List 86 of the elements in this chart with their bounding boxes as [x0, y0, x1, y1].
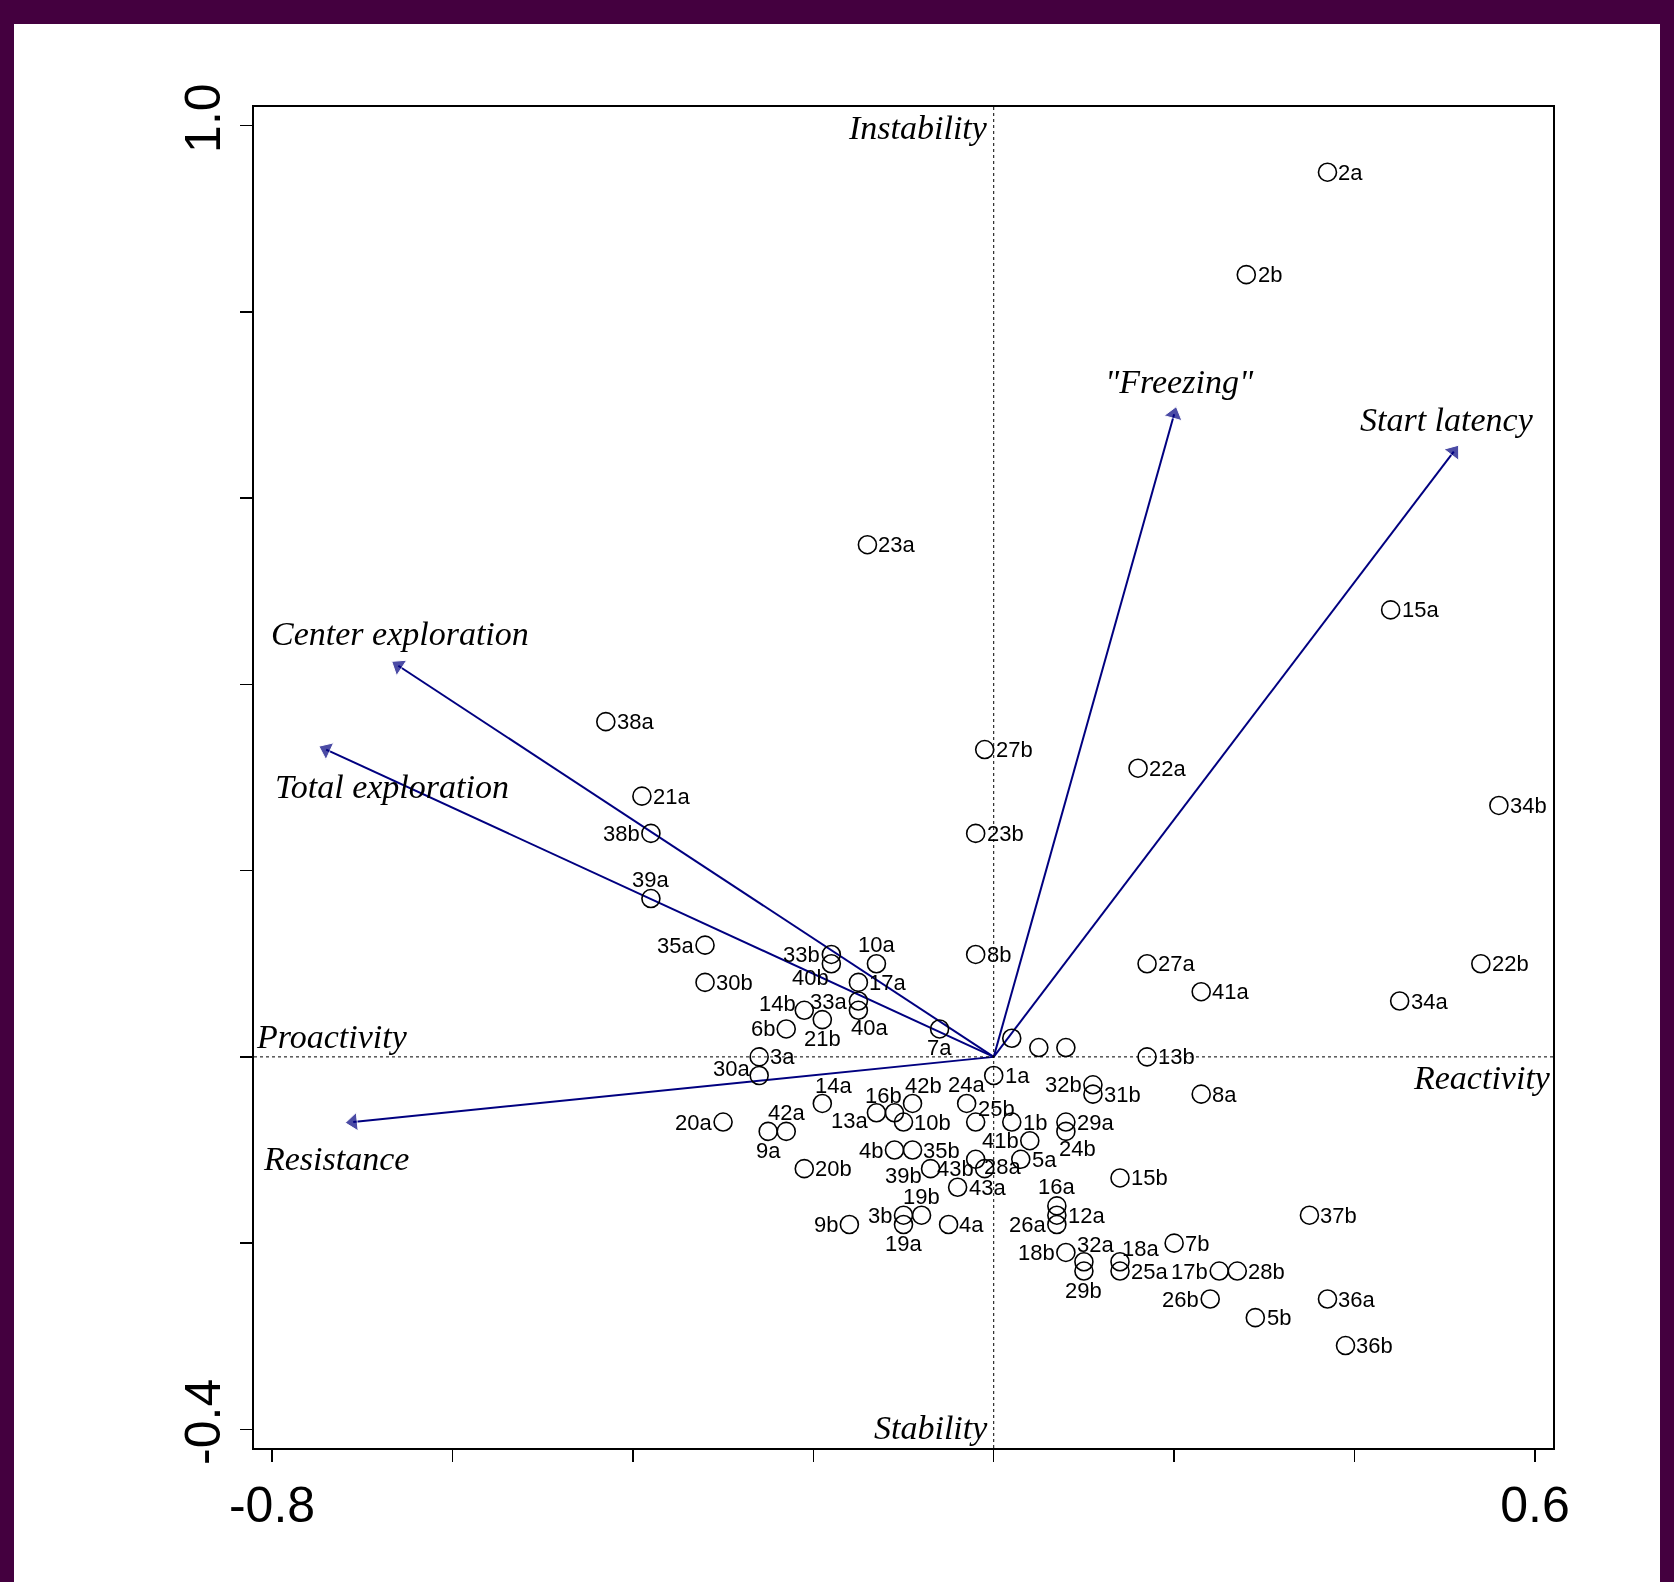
- series-label: 36a: [1338, 1287, 1376, 1312]
- series-label: 30b: [716, 970, 753, 995]
- series-label: 15b: [1131, 1165, 1168, 1190]
- series-label: 26b: [1162, 1287, 1199, 1312]
- series-label: 41a: [1212, 979, 1250, 1004]
- series-label: 36b: [1356, 1333, 1393, 1358]
- series-label: 41b: [982, 1128, 1019, 1153]
- series-label: 1b: [1023, 1110, 1048, 1135]
- series-label: 33b: [783, 942, 820, 967]
- series-label: 7a: [927, 1035, 953, 1060]
- series-label: 43a: [969, 1175, 1007, 1200]
- annotation: Proactivity: [256, 1018, 408, 1055]
- series-label: 10a: [858, 932, 896, 957]
- series-label: 7b: [1185, 1231, 1210, 1256]
- series-label: 34b: [1510, 793, 1547, 818]
- series-label: 35a: [657, 933, 695, 958]
- series-label: 33a: [810, 989, 848, 1014]
- series-label: 29a: [1077, 1110, 1115, 1135]
- series-label: 22b: [1492, 951, 1529, 976]
- series-label: 8b: [987, 942, 1012, 967]
- series-label: 26a: [1009, 1212, 1047, 1237]
- series-label: 17b: [1171, 1259, 1208, 1284]
- y-tick-label: -0.4: [175, 1378, 231, 1465]
- series-label: 3b: [868, 1203, 893, 1228]
- series-label: 39a: [632, 867, 670, 892]
- series-label: 30a: [713, 1056, 751, 1081]
- y-tick-label: 1.0: [175, 83, 231, 153]
- series-label: 34a: [1411, 989, 1449, 1014]
- series-label: 24b: [1059, 1136, 1096, 1161]
- series-label: 40a: [851, 1015, 889, 1040]
- series-label: 14b: [759, 991, 796, 1016]
- series-label: 6b: [751, 1016, 776, 1041]
- series-label: 32b: [1045, 1072, 1082, 1097]
- series-label: 42a: [768, 1100, 806, 1125]
- series-label: 19a: [885, 1231, 923, 1256]
- series-label: 13a: [831, 1108, 869, 1133]
- series-label: 42b: [905, 1073, 942, 1098]
- series-label: 31b: [1104, 1082, 1141, 1107]
- series-label: 16a: [1038, 1174, 1076, 1199]
- series-label: 1a: [1005, 1063, 1031, 1088]
- series-label: 37b: [1320, 1203, 1357, 1228]
- series-label: 5b: [1267, 1305, 1292, 1330]
- series-label: 14a: [815, 1073, 853, 1098]
- series-label: Center exploration: [271, 615, 529, 652]
- series-label: 23b: [987, 821, 1024, 846]
- series-label: 28b: [1248, 1259, 1285, 1284]
- series-label: 16b: [865, 1083, 902, 1108]
- series-label: 21b: [804, 1026, 841, 1051]
- series-label: 38b: [603, 821, 640, 846]
- series-label: "Freezing": [1105, 363, 1254, 400]
- series-label: 29b: [1065, 1278, 1102, 1303]
- series-label: 10b: [914, 1110, 951, 1135]
- series-label: 3a: [770, 1044, 796, 1069]
- series-label: 18b: [1018, 1240, 1055, 1265]
- series-label: 27b: [996, 737, 1033, 762]
- series-label: 21a: [653, 784, 691, 809]
- x-tick-label: -0.8: [228, 1477, 316, 1533]
- series-label: 20b: [815, 1156, 852, 1181]
- series-label: 9b: [814, 1212, 839, 1237]
- series-label: 23a: [878, 532, 916, 557]
- series-label: 22a: [1149, 756, 1187, 781]
- series-label: 20a: [675, 1110, 713, 1135]
- series-label: 4a: [959, 1212, 985, 1237]
- x-tick-label: 0.6: [1500, 1477, 1570, 1533]
- series-label: 25b: [978, 1096, 1015, 1121]
- series-label: 15a: [1402, 597, 1440, 622]
- series-label: 24a: [948, 1072, 986, 1097]
- ref-line-label: Instability: [848, 109, 988, 146]
- series-label: 8a: [1212, 1082, 1238, 1107]
- series-label: 27a: [1158, 951, 1196, 976]
- series-label: 40b: [792, 965, 829, 990]
- series-label: 32a: [1077, 1232, 1115, 1257]
- series-label: 5a: [1032, 1147, 1058, 1172]
- ref-line-label: Reactivity: [1413, 1059, 1551, 1096]
- series-label: 13b: [1158, 1044, 1195, 1069]
- series-label: 4b: [859, 1138, 884, 1163]
- series-label: Start latency: [1360, 401, 1534, 438]
- series-label: 12a: [1068, 1203, 1106, 1228]
- series-label: 9a: [756, 1138, 782, 1163]
- series-label: 2b: [1258, 262, 1283, 287]
- series-label: 18a: [1122, 1236, 1160, 1261]
- series-label: Resistance: [263, 1140, 410, 1177]
- annotation: Stability: [874, 1409, 989, 1446]
- series-label: 25a: [1131, 1259, 1169, 1284]
- series-label: 2a: [1338, 160, 1364, 185]
- series-label: 38a: [617, 709, 655, 734]
